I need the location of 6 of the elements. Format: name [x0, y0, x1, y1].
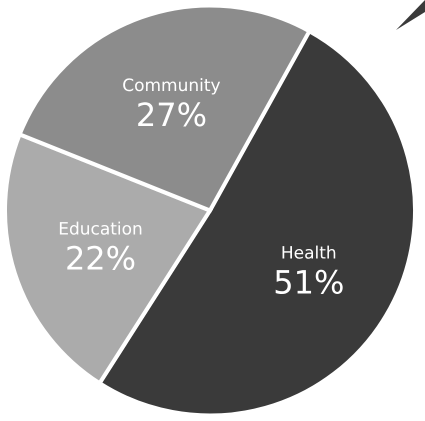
data-label: 27% — [136, 96, 207, 134]
data-label: 22% — [64, 240, 136, 278]
slice-label: Education — [58, 220, 143, 240]
slice-label: Health — [280, 243, 337, 264]
slice-label: Community — [122, 76, 221, 96]
data-label: 51% — [273, 263, 344, 302]
